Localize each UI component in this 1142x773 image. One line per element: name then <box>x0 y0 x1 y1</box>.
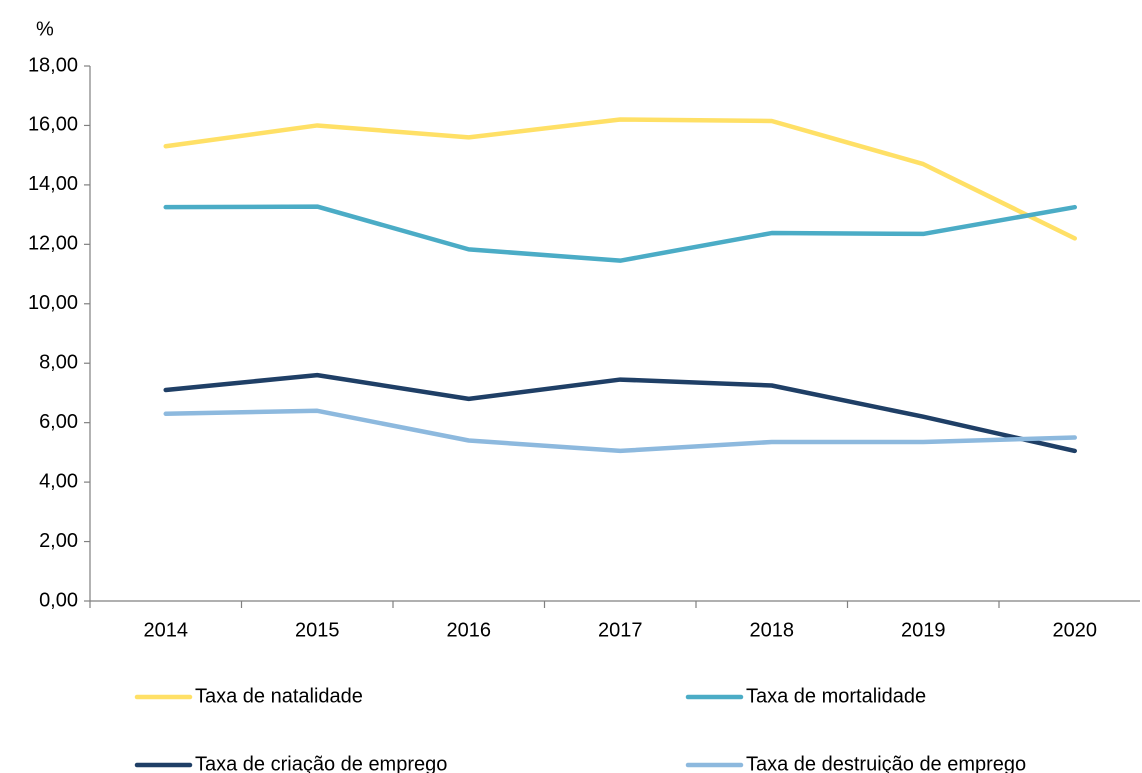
y-tick-label: 6,00 <box>39 411 78 433</box>
x-tick-label: 2018 <box>750 619 795 641</box>
y-tick-label: 8,00 <box>39 352 78 374</box>
series-line <box>163 204 1077 263</box>
x-tick-label: 2014 <box>144 619 189 641</box>
x-tick-label: 2019 <box>901 619 946 641</box>
legend-label: Taxa de criação de emprego <box>195 753 447 773</box>
y-tick-label: 18,00 <box>28 54 78 76</box>
y-tick-label: 10,00 <box>28 292 78 314</box>
y-tick-label: 2,00 <box>39 530 78 552</box>
series-line <box>163 408 1077 454</box>
y-tick-label: 0,00 <box>39 589 78 611</box>
y-tick-label: 12,00 <box>28 233 78 255</box>
legend-label: Taxa de destruição de emprego <box>746 753 1026 773</box>
y-tick-label: 16,00 <box>28 114 78 136</box>
y-tick-label: 14,00 <box>28 173 78 195</box>
x-tick-label: 2020 <box>1053 619 1098 641</box>
series-line <box>163 372 1077 454</box>
legend-label: Taxa de natalidade <box>195 685 363 707</box>
x-tick-label: 2017 <box>598 619 643 641</box>
x-tick-label: 2016 <box>447 619 492 641</box>
legend-label: Taxa de mortalidade <box>746 685 926 707</box>
y-tick-label: 4,00 <box>39 470 78 492</box>
series-line <box>163 117 1077 241</box>
x-tick-label: 2015 <box>295 619 340 641</box>
y-axis-label: % <box>36 18 54 40</box>
